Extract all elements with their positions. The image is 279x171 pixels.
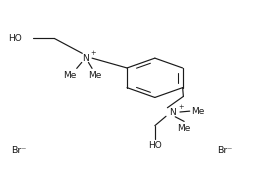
Text: Me: Me xyxy=(191,107,205,116)
Text: Me: Me xyxy=(63,71,76,80)
Text: N: N xyxy=(82,54,88,63)
Text: HO: HO xyxy=(148,141,162,150)
Text: Me: Me xyxy=(88,71,102,80)
Text: Br⁻: Br⁻ xyxy=(11,146,27,155)
Text: +: + xyxy=(90,50,96,56)
Text: +: + xyxy=(178,104,184,110)
Text: Br⁻: Br⁻ xyxy=(218,146,233,155)
Text: HO: HO xyxy=(9,34,22,43)
Text: N: N xyxy=(170,108,176,116)
Text: Me: Me xyxy=(177,124,191,133)
